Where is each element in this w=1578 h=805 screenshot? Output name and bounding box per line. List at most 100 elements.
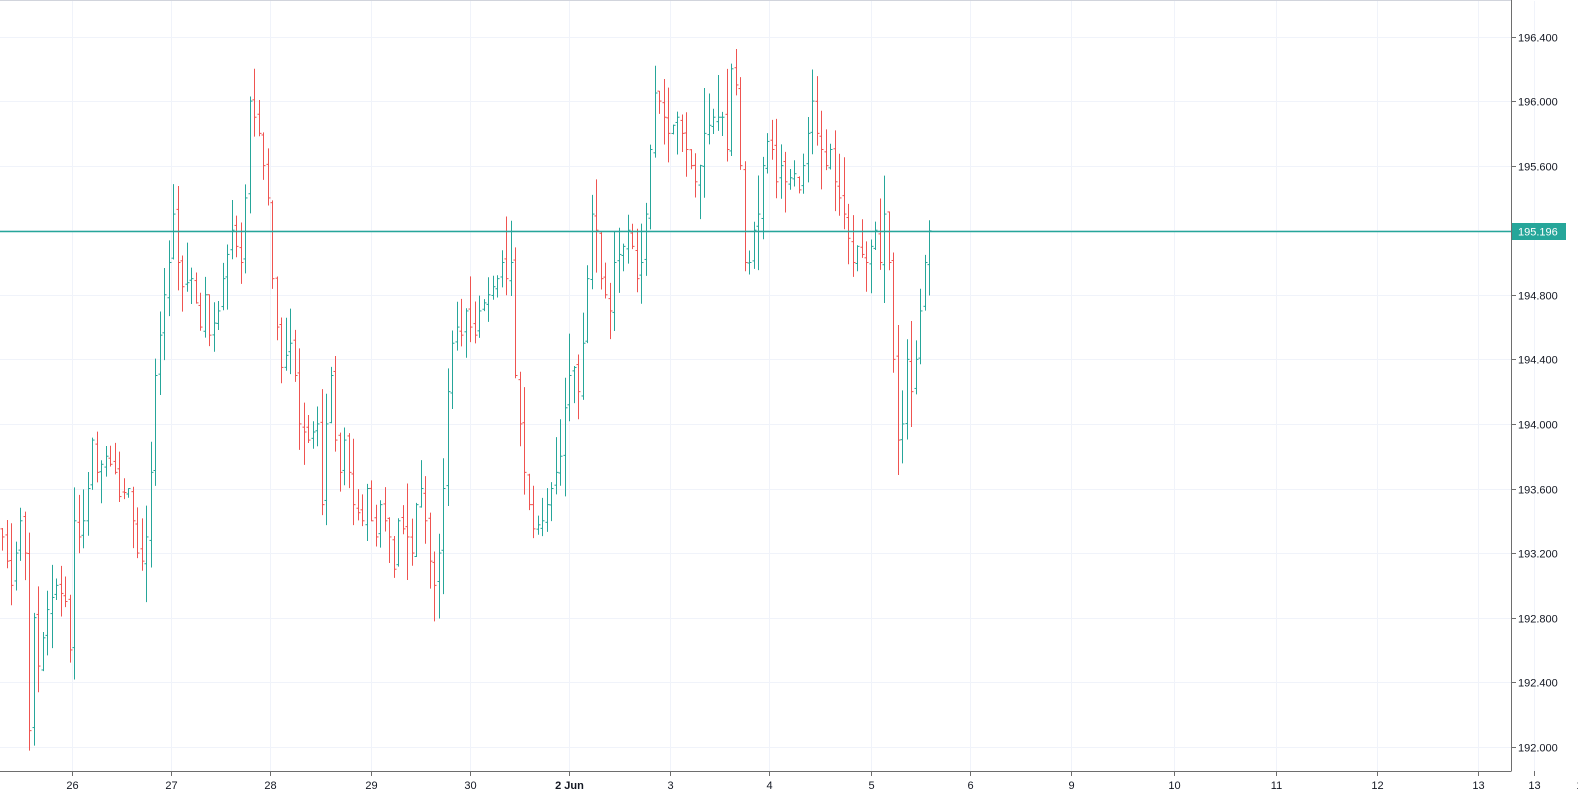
ohlc-bar[interactable] [185,242,190,292]
ohlc-bar[interactable] [374,504,379,547]
ohlc-bar[interactable] [797,176,802,194]
ohlc-bar[interactable] [5,520,10,569]
ohlc-bar[interactable] [41,632,46,672]
ohlc-bar[interactable] [554,437,559,495]
ohlc-bar[interactable] [545,488,550,532]
ohlc-bar[interactable] [734,49,739,96]
ohlc-bar[interactable] [729,63,734,157]
ohlc-bar[interactable] [819,110,824,190]
ohlc-bar[interactable] [689,149,694,170]
ohlc-bar[interactable] [486,277,491,322]
ohlc-bar[interactable] [572,366,577,404]
ohlc-bar[interactable] [27,532,32,751]
ohlc-bar[interactable] [149,441,154,568]
ohlc-bar[interactable] [333,356,338,452]
ohlc-bar[interactable] [176,186,181,291]
ohlc-bar[interactable] [297,348,302,450]
ohlc-bar[interactable] [752,221,757,269]
ohlc-bar[interactable] [828,143,833,170]
ohlc-bar[interactable] [306,414,311,443]
ohlc-bar[interactable] [680,114,685,153]
ohlc-bar[interactable] [455,301,460,351]
ohlc-bar[interactable] [702,88,707,198]
ohlc-bar[interactable] [0,528,5,551]
ohlc-bar[interactable] [117,451,122,503]
ohlc-bar[interactable] [698,164,703,220]
ohlc-bar[interactable] [288,308,293,375]
ohlc-bar[interactable] [275,276,280,341]
ohlc-bar[interactable] [351,438,356,526]
ohlc-bar[interactable] [509,220,514,296]
ohlc-bar[interactable] [261,132,266,180]
ohlc-bar[interactable] [657,90,662,114]
ohlc-bar[interactable] [549,482,554,522]
ohlc-bar[interactable] [815,76,820,146]
ohlc-bar[interactable] [720,111,725,136]
ohlc-bar[interactable] [113,442,118,475]
ohlc-bar[interactable] [684,112,689,177]
ohlc-bar[interactable] [707,93,712,145]
ohlc-bar[interactable] [635,228,640,293]
ohlc-bar[interactable] [621,243,626,272]
ohlc-bar[interactable] [311,421,316,449]
ohlc-bar[interactable] [68,594,73,663]
ohlc-bar[interactable] [432,551,437,622]
ohlc-bar[interactable] [878,198,883,270]
ohlc-bar[interactable] [459,298,464,347]
ohlc-bar[interactable] [248,96,253,214]
ohlc-bar[interactable] [473,301,478,344]
ohlc-bar[interactable] [72,487,77,680]
ohlc-bar[interactable] [198,292,203,331]
ohlc-bar[interactable] [558,419,563,486]
ohlc-bar[interactable] [360,494,365,527]
ohlc-bar[interactable] [464,308,469,358]
ohlc-bar[interactable] [738,77,743,170]
ohlc-bar[interactable] [725,68,730,162]
ohlc-bar[interactable] [671,124,676,135]
ohlc-bar[interactable] [581,312,586,400]
ohlc-bar[interactable] [324,393,329,526]
ohlc-bar[interactable] [914,340,919,395]
ohlc-bar[interactable] [270,200,275,289]
ohlc-bar[interactable] [909,321,914,427]
ohlc-bar[interactable] [293,329,298,382]
ohlc-bar[interactable] [45,590,50,656]
ohlc-bar[interactable] [905,339,910,440]
ohlc-bar[interactable] [441,458,446,595]
ohlc-bar[interactable] [329,366,334,424]
ohlc-bar[interactable] [563,377,568,497]
ohlc-bar[interactable] [86,471,91,536]
ohlc-bar[interactable] [590,194,595,290]
ohlc-bar[interactable] [95,431,100,483]
ohlc-bar[interactable] [896,324,901,476]
ohlc-bar[interactable] [126,488,131,498]
ohlc-bar[interactable] [365,483,370,541]
ohlc-bar[interactable] [99,460,104,504]
ohlc-bar[interactable] [437,533,442,619]
ohlc-bar[interactable] [887,211,892,271]
ohlc-bar[interactable] [50,564,55,649]
ohlc-bar[interactable] [743,161,748,272]
ohlc-bar[interactable] [446,368,451,507]
ohlc-bar[interactable] [401,505,406,535]
ohlc-bar[interactable] [468,276,473,343]
ohlc-bar[interactable] [495,275,500,298]
ohlc-bar[interactable] [567,333,572,422]
ohlc-bar[interactable] [450,330,455,410]
ohlc-bar[interactable] [599,232,604,290]
ohlc-bar[interactable] [203,276,208,338]
ohlc-bar[interactable] [900,390,905,464]
ohlc-bar[interactable] [320,389,325,516]
ohlc-bar[interactable] [662,78,667,145]
ohlc-bar[interactable] [59,565,64,617]
ohlc-bar[interactable] [189,267,194,305]
ohlc-bar[interactable] [864,241,869,292]
ohlc-bar[interactable] [131,486,136,549]
ohlc-bar[interactable] [594,179,599,273]
ohlc-bar[interactable] [711,108,716,135]
ohlc-bar[interactable] [216,300,221,330]
ohlc-bar[interactable] [207,294,212,347]
ohlc-bar[interactable] [761,156,766,240]
